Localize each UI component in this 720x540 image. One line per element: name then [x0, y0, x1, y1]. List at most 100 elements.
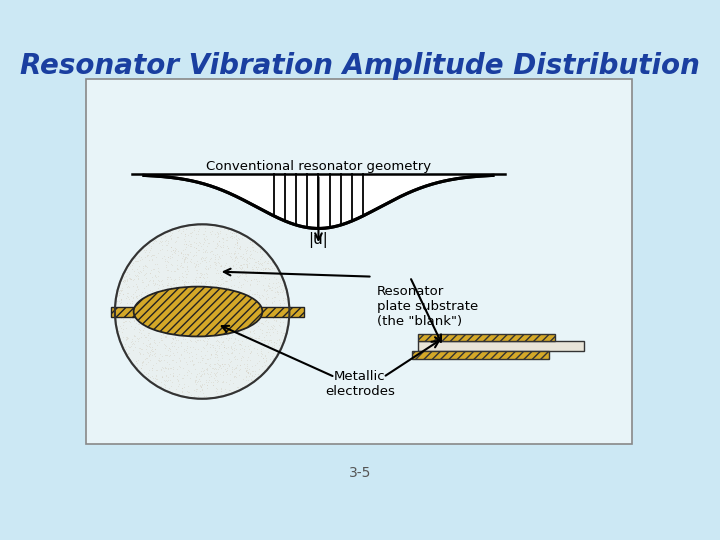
- Point: [256, 336, 268, 345]
- Point: [202, 315, 214, 324]
- Point: [116, 295, 127, 303]
- Point: [156, 284, 168, 293]
- Point: [163, 238, 174, 247]
- Point: [211, 385, 222, 394]
- Point: [149, 272, 161, 280]
- Point: [187, 361, 199, 370]
- Point: [237, 328, 248, 337]
- Point: [132, 256, 143, 265]
- Point: [174, 300, 185, 308]
- Point: [135, 289, 147, 298]
- Point: [264, 282, 275, 291]
- Point: [171, 388, 183, 397]
- Point: [270, 278, 282, 287]
- Point: [150, 374, 162, 383]
- Point: [238, 265, 250, 274]
- Point: [160, 313, 171, 322]
- Point: [181, 265, 193, 273]
- Point: [216, 251, 228, 259]
- Point: [216, 275, 228, 284]
- Point: [148, 238, 159, 247]
- Point: [205, 253, 217, 262]
- Point: [146, 322, 158, 331]
- Point: [170, 324, 181, 333]
- Point: [217, 294, 229, 303]
- Point: [266, 294, 278, 302]
- Point: [266, 314, 278, 323]
- Point: [212, 241, 224, 249]
- Point: [147, 360, 158, 369]
- Point: [181, 360, 193, 368]
- Point: [195, 347, 207, 356]
- Point: [202, 235, 213, 244]
- Point: [219, 390, 230, 399]
- Point: [167, 325, 179, 334]
- Point: [208, 365, 220, 374]
- Point: [271, 283, 283, 292]
- Point: [264, 310, 276, 319]
- Point: [241, 292, 253, 301]
- Point: [148, 251, 160, 259]
- Point: [136, 358, 148, 367]
- Point: [222, 315, 234, 323]
- Point: [197, 284, 209, 292]
- Point: [204, 263, 216, 272]
- Point: [234, 271, 246, 279]
- Point: [140, 253, 151, 261]
- Point: [195, 302, 207, 310]
- Point: [277, 307, 289, 315]
- Point: [253, 267, 265, 275]
- Point: [240, 323, 251, 332]
- Point: [145, 266, 157, 275]
- Point: [190, 350, 202, 359]
- Point: [212, 330, 223, 339]
- Point: [148, 237, 160, 245]
- Point: [178, 371, 189, 380]
- Point: [186, 283, 198, 292]
- Point: [204, 227, 216, 236]
- Point: [140, 303, 152, 312]
- Point: [266, 258, 277, 267]
- Point: [222, 319, 234, 328]
- Point: [217, 274, 228, 283]
- Point: [251, 287, 263, 296]
- Point: [199, 238, 210, 246]
- Point: [183, 326, 194, 334]
- Point: [269, 338, 280, 346]
- Point: [212, 364, 224, 373]
- Point: [210, 364, 222, 373]
- Point: [123, 270, 135, 279]
- Point: [240, 367, 252, 375]
- Point: [135, 326, 146, 334]
- Point: [184, 301, 196, 309]
- Point: [140, 262, 151, 271]
- Point: [204, 360, 216, 368]
- Point: [254, 245, 266, 253]
- Point: [149, 349, 161, 357]
- Point: [174, 286, 186, 294]
- Point: [195, 383, 207, 391]
- Point: [198, 235, 210, 244]
- Point: [222, 244, 234, 252]
- Point: [233, 340, 244, 348]
- Point: [168, 295, 180, 303]
- Point: [143, 276, 154, 285]
- Point: [143, 309, 155, 318]
- Point: [163, 294, 175, 303]
- Point: [216, 274, 228, 283]
- Point: [243, 303, 255, 312]
- Point: [222, 350, 234, 359]
- Point: [181, 309, 192, 318]
- Point: [136, 319, 148, 328]
- Point: [217, 351, 228, 360]
- Point: [132, 299, 143, 308]
- Point: [256, 345, 267, 354]
- Point: [220, 250, 232, 259]
- Point: [251, 345, 263, 353]
- Point: [230, 369, 242, 378]
- Point: [215, 361, 226, 369]
- Point: [122, 276, 133, 285]
- Point: [214, 237, 225, 245]
- Point: [218, 319, 230, 328]
- Point: [210, 387, 222, 396]
